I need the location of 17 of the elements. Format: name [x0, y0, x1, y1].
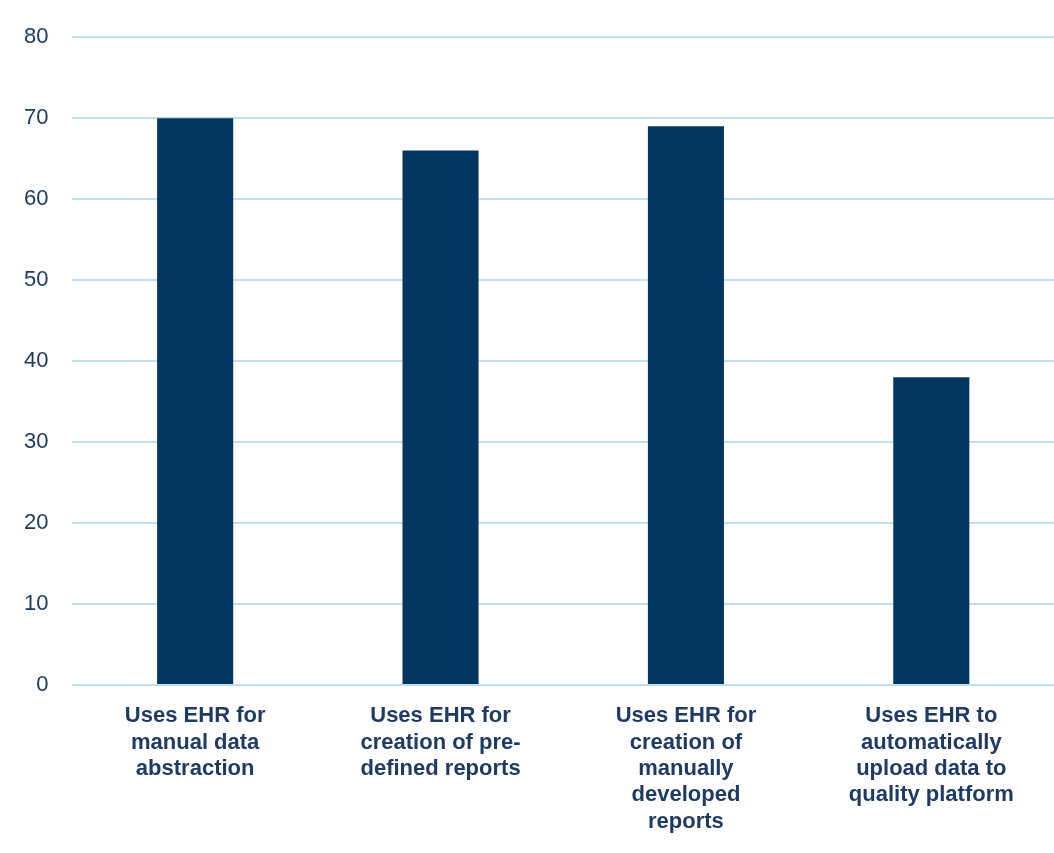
x-tick-label: Uses EHR for manual data abstraction	[124, 702, 266, 781]
x-tick-label: Uses EHR to automatically upload data to quality platform	[848, 702, 1014, 807]
y-tick-label: 0	[36, 671, 49, 697]
y-tick-label: 10	[23, 590, 49, 616]
y-tick-label: 50	[23, 266, 49, 292]
y-tick-label: 80	[23, 23, 49, 49]
y-tick-label: 40	[23, 347, 49, 373]
bar	[402, 150, 479, 684]
y-tick-label: 70	[23, 104, 49, 130]
y-tick-label: 20	[23, 509, 49, 535]
y-tick-label: 60	[23, 185, 49, 211]
y-tick-label: 30	[23, 428, 49, 454]
x-tick-label: Uses EHR for creation of pre-defined reports	[360, 702, 521, 781]
bar	[647, 126, 724, 684]
bar	[157, 118, 234, 684]
bar	[893, 377, 970, 684]
x-tick-label: Uses EHR for creation of manually developed reports	[615, 702, 757, 833]
